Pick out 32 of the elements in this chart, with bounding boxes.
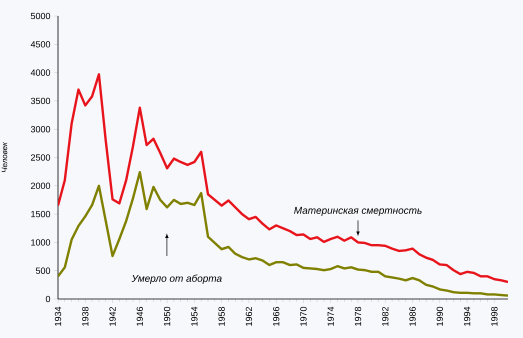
y-tick-label: 5000 <box>30 12 50 20</box>
x-tick-label: 1950 <box>164 306 170 326</box>
y-tick-label: 3500 <box>30 98 50 104</box>
x-tick-label: 1942 <box>109 306 116 326</box>
x-tick-label: 1974 <box>328 306 334 326</box>
x-tick-label: 1982 <box>382 306 388 326</box>
y-tick-label: 2500 <box>30 154 50 161</box>
x-tick-label: 1998 <box>491 306 498 326</box>
x-tick-label: 1978 <box>354 306 362 326</box>
y-tick-label: 1500 <box>31 210 50 218</box>
annotation: Материнская смертность <box>294 206 422 216</box>
y-tick-label: 1000 <box>31 239 50 246</box>
y-tick-label: 4500 <box>30 41 50 48</box>
x-tick-label: 1966 <box>273 306 280 326</box>
y-tick-label: 500 <box>36 268 50 274</box>
x-tick-label: 1938 <box>82 306 88 326</box>
line-series <box>58 171 508 297</box>
x-tick-label: 1970 <box>300 306 307 326</box>
x-tick-label: 1994 <box>464 306 470 326</box>
x-tick-label: 1990 <box>436 306 443 326</box>
y-tick-label: 4000 <box>30 69 50 76</box>
x-tick-label: 1934 <box>54 306 62 326</box>
x-tick-label: 1954 <box>191 306 198 326</box>
y-tick-label: 0 <box>46 296 50 302</box>
y-tick-label: 2000 <box>30 182 50 189</box>
x-tick-label: 1962 <box>246 306 252 326</box>
line-series <box>58 73 508 284</box>
annotation: Умерло от аборта <box>132 274 222 284</box>
x-tick-label: 1958 <box>218 306 225 326</box>
x-tick-label: 1946 <box>136 306 143 326</box>
y-tick-label: 3000 <box>30 126 50 132</box>
x-tick-label: 1986 <box>409 306 416 326</box>
